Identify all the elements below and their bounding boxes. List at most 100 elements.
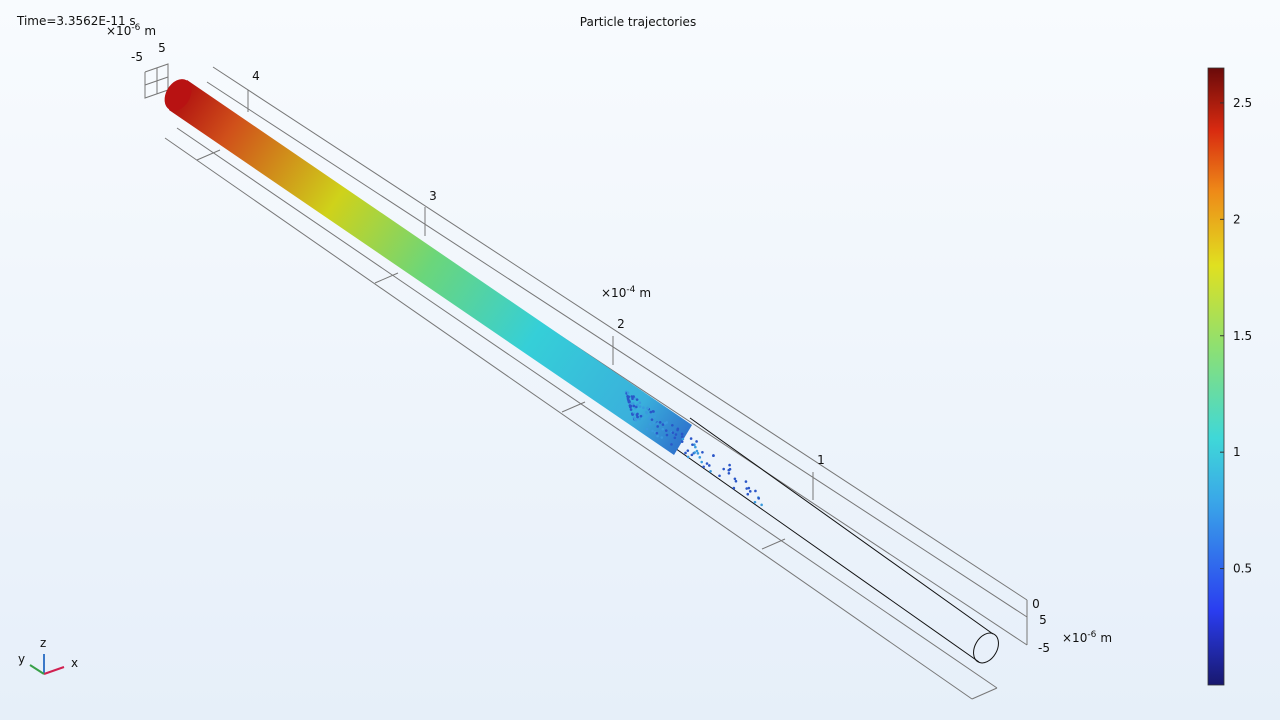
colorbar-ticks: 0.5 1 1.5 2 2.5 (1220, 96, 1252, 576)
particle (670, 443, 673, 446)
particle (680, 432, 684, 436)
particle (733, 477, 737, 481)
particle (638, 405, 642, 408)
particle (709, 469, 712, 473)
particle (648, 415, 652, 419)
y-multiplier: ×10-6 m (1062, 630, 1112, 645)
particle (656, 422, 659, 425)
colorbar (1207, 67, 1225, 686)
particle (718, 474, 721, 478)
x-tick-label: 3 (429, 189, 437, 203)
particle (650, 413, 654, 417)
particle (712, 454, 715, 458)
particle (732, 486, 736, 490)
y-tick-label: -5 (1038, 641, 1050, 655)
particle (633, 397, 637, 400)
particle (646, 406, 649, 410)
particle (705, 462, 709, 465)
particle (689, 437, 693, 440)
triad-y: y (18, 652, 25, 666)
particle (686, 449, 690, 452)
particle (753, 500, 757, 504)
particle (632, 402, 635, 405)
particle (647, 417, 651, 421)
particle (636, 403, 639, 407)
particle (727, 472, 731, 475)
particle (627, 395, 630, 398)
particle (722, 467, 725, 471)
empty-tube (671, 417, 999, 664)
particle (708, 464, 711, 467)
plot-title: Particle trajectories (580, 15, 696, 29)
particle (656, 434, 659, 438)
particle (660, 436, 664, 439)
z-tick-label: -5 (131, 50, 143, 64)
triad-z: z (40, 636, 46, 650)
particle (701, 450, 704, 454)
particle (747, 486, 751, 490)
x-tick-label: 1 (817, 453, 825, 467)
particle (630, 395, 634, 398)
z-tick-label: 5 (158, 41, 166, 55)
y-tick-label: 5 (1039, 613, 1047, 627)
particle (628, 404, 632, 407)
particle (642, 406, 645, 409)
particle (632, 395, 635, 398)
particle (734, 479, 738, 483)
particle (631, 397, 634, 401)
y-tick-label: 0 (1032, 597, 1040, 611)
colorbar-tick-label: 2 (1233, 212, 1241, 226)
particle (744, 480, 748, 483)
particle (674, 433, 678, 436)
particle (626, 391, 630, 395)
x-tick-label: 4 (252, 69, 260, 83)
particle (649, 410, 653, 414)
particle (681, 437, 685, 441)
particle (651, 410, 655, 413)
particle (691, 443, 694, 446)
particle (639, 414, 643, 418)
particle (638, 417, 642, 421)
particle (702, 465, 705, 469)
bounding-box (144, 63, 1028, 700)
z-multiplier: ×10-6 m (106, 23, 156, 38)
particle (663, 422, 667, 425)
particle (653, 415, 657, 418)
particle (658, 421, 662, 424)
particle (636, 415, 639, 419)
particle (645, 411, 649, 415)
particle (626, 397, 630, 401)
axis-triad: z x y (18, 636, 78, 675)
x-tick-label: 2 (617, 317, 625, 331)
particle (651, 429, 654, 433)
particle (757, 497, 761, 500)
particle (680, 435, 684, 438)
particle (636, 412, 639, 416)
colorbar-tick-label: 1.5 (1233, 329, 1252, 343)
particle (661, 427, 665, 431)
particle (745, 487, 748, 490)
particle (671, 431, 675, 434)
triad-x: x (71, 656, 78, 670)
particle (684, 451, 687, 455)
particle (754, 489, 757, 493)
particle (686, 455, 690, 459)
particle-cloud (164, 79, 763, 507)
particle (760, 503, 763, 507)
particle (652, 421, 656, 424)
particle (693, 443, 696, 447)
particle (698, 456, 702, 459)
particle (664, 429, 668, 432)
particle (746, 492, 750, 496)
particle (650, 418, 654, 421)
particle (665, 433, 669, 437)
particle (695, 440, 698, 443)
x-multiplier: ×10-4 m (601, 285, 651, 300)
particle (629, 408, 633, 411)
particle (700, 460, 704, 464)
particle (648, 422, 652, 426)
particle (680, 440, 684, 443)
particle (748, 490, 752, 493)
particle (676, 428, 679, 432)
